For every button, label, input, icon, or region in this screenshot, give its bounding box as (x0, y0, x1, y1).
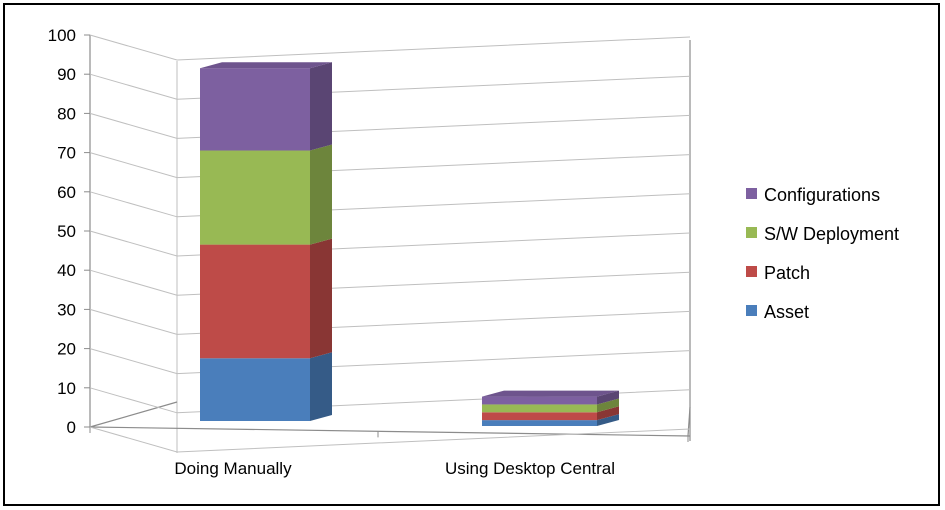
bar-top-face (482, 390, 619, 397)
y-axis-tick-label: 0 (67, 418, 76, 437)
bar-side-face (310, 352, 332, 421)
gridline (89, 308, 691, 335)
gridline (89, 269, 691, 296)
bar-side-face (597, 414, 619, 426)
bar-front-face (482, 420, 597, 426)
y-axis-tick-label: 60 (57, 183, 76, 202)
legend-swatch (746, 188, 757, 199)
y-axis-tick-labels: 0 10 20 30 40 50 60 70 80 90 100 (48, 26, 76, 437)
bar-using-desktop-central-asset (482, 414, 619, 426)
legend-label: S/W Deployment (764, 224, 899, 244)
legend-swatch (746, 305, 757, 316)
bar-doing-manually-asset (200, 352, 332, 421)
x-axis-tick-labels: Doing Manually Using Desktop Central (174, 459, 615, 478)
chart-walls (89, 35, 691, 453)
bar-using-desktop-central-configurations (482, 390, 619, 405)
y-axis-tick-label: 30 (57, 300, 76, 319)
y-axis-tick-label: 70 (57, 144, 76, 163)
bar-front-face (200, 244, 310, 359)
legend-swatch (746, 266, 757, 277)
bar-front-face (200, 150, 310, 245)
floor-front-edge (89, 426, 691, 437)
gridline (89, 426, 691, 453)
gridlines (84, 34, 691, 453)
legend-label: Configurations (764, 185, 880, 205)
legend-label: Asset (764, 302, 809, 322)
y-axis-tick-label: 80 (57, 104, 76, 123)
bar-doing-manually-patch (200, 238, 332, 359)
floor-right-edge (687, 406, 691, 437)
bar-side-face (310, 62, 332, 151)
bar-front-face (200, 358, 310, 421)
bar-side-face (597, 398, 619, 413)
bar-side-face (310, 238, 332, 359)
bar-using-desktop-central-s-w-deployment (482, 398, 619, 413)
gridline (89, 73, 691, 100)
gridline (89, 191, 691, 218)
y-axis-tick-label: 100 (48, 26, 76, 45)
legend-item-s-w-deployment: S/W Deployment (746, 224, 899, 244)
legend-label: Patch (764, 263, 810, 283)
gridline (89, 348, 691, 375)
legend: Configurations S/W Deployment Patch Asset (746, 185, 899, 322)
gridline (89, 230, 691, 257)
bar-side-face (310, 144, 332, 245)
x-axis-label-doing-manually: Doing Manually (174, 459, 292, 478)
bar-front-face (200, 68, 310, 151)
bar-side-face (597, 390, 619, 405)
bar-top-face (200, 62, 332, 69)
bars (200, 62, 619, 426)
bar-doing-manually-s-w-deployment (200, 144, 332, 245)
bar-front-face (482, 412, 597, 421)
y-axis-tick-label: 10 (57, 379, 76, 398)
bar-using-desktop-central-patch (482, 406, 619, 421)
y-axis-tick-label: 20 (57, 340, 76, 359)
bar-side-face (597, 406, 619, 421)
y-axis-tick-label: 90 (57, 65, 76, 84)
legend-swatch (746, 227, 757, 238)
legend-item-configurations: Configurations (746, 185, 880, 205)
y-axis-tick-label: 40 (57, 261, 76, 280)
chart-frame (3, 3, 940, 506)
bar-doing-manually-configurations (200, 62, 332, 151)
bar-front-face (482, 396, 597, 405)
floor-left-edge (89, 401, 178, 428)
legend-item-asset: Asset (746, 302, 809, 322)
gridline (89, 112, 691, 139)
gridline (89, 34, 691, 61)
bar-front-face (482, 404, 597, 413)
y-axis-tick-label: 50 (57, 222, 76, 241)
legend-item-patch: Patch (746, 263, 810, 283)
x-axis-label-using-desktop-central: Using Desktop Central (445, 459, 615, 478)
gridline (89, 152, 691, 179)
